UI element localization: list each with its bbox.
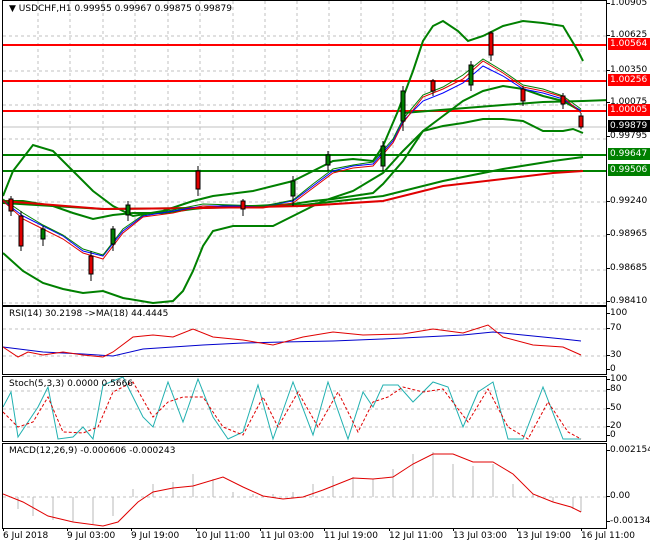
price-chart-canvas	[3, 1, 606, 305]
resistance-level-label: 1.00256	[608, 74, 650, 86]
price-tick: 1.00905	[606, 0, 648, 8]
stochastic-canvas	[3, 377, 606, 441]
macd-canvas	[3, 452, 606, 527]
price-tick: 0.99795	[606, 131, 648, 141]
time-label: 10 Jul 11:00	[196, 528, 250, 541]
resistance-level-label: 1.00005	[608, 104, 650, 116]
time-label: 9 Jul 03:00	[67, 528, 116, 541]
price-tick: 0.99240	[606, 196, 648, 206]
macd-axis: 0.002154 0.00 -0.001342	[606, 443, 650, 529]
time-axis: 6 Jul 2018 9 Jul 03:00 9 Jul 19:00 10 Ju…	[0, 528, 650, 550]
time-label: 12 Jul 11:00	[389, 528, 443, 541]
time-label: 11 Jul 19:00	[324, 528, 378, 541]
price-tick: 0.98965	[606, 229, 648, 239]
resistance-level-label: 1.00564	[608, 38, 650, 50]
price-tick: 1.00350	[606, 65, 648, 75]
rsi-tick: 30	[606, 350, 622, 360]
stochastic-axis: 100 80 50 20 0	[606, 374, 650, 442]
stoch-tick: 0	[607, 430, 616, 440]
support-level-label: 0.99506	[608, 164, 650, 176]
ohlc-values: 0.99955 0.99967 0.99875 0.99879	[74, 4, 232, 14]
stoch-tick: 100	[606, 374, 628, 384]
rsi-tick: 100	[606, 308, 628, 318]
rsi-canvas	[3, 324, 606, 358]
macd-tick: -0.001342	[606, 516, 650, 527]
time-label: 9 Jul 19:00	[131, 528, 180, 541]
price-tick: 0.98685	[606, 263, 648, 273]
time-label: 13 Jul 03:00	[453, 528, 507, 541]
rsi-tick: 70	[606, 323, 622, 333]
price-tick: 1.00075	[606, 97, 648, 107]
time-label: 11 Jul 03:00	[260, 528, 314, 541]
stochastic-panel[interactable]: Stoch(5,3,3) 0.0000 0.5666	[2, 376, 607, 442]
symbol-label: USDCHF,H1	[18, 4, 72, 14]
rsi-title: RSI(14) 30.2198 ->MA(18) 44.4445	[9, 309, 169, 319]
price-tick: 0.98410	[606, 296, 648, 306]
price-tick: 1.00625	[606, 30, 648, 40]
price-chart-panel[interactable]: ▼ USDCHF,H1 0.99955 0.99967 0.99875 0.99…	[2, 0, 607, 306]
stochastic-title: Stoch(5,3,3) 0.0000 0.5666	[9, 379, 134, 389]
macd-tick: 0.002154	[607, 445, 650, 456]
triangle-down-icon[interactable]: ▼	[9, 4, 16, 14]
time-label: 6 Jul 2018	[3, 528, 49, 541]
current-price-label: 0.99879	[608, 120, 650, 132]
stoch-tick: 80	[606, 384, 622, 394]
price-axis: 1.00905 1.00625 1.00350 1.00075 0.99795 …	[606, 0, 650, 306]
stoch-tick: 50	[606, 403, 622, 413]
chart-header: ▼ USDCHF,H1 0.99955 0.99967 0.99875 0.99…	[9, 4, 232, 14]
time-label: 13 Jul 19:00	[517, 528, 571, 541]
rsi-axis: 100 70 30 0	[606, 306, 650, 375]
time-label: 16 Jul 11:00	[581, 528, 635, 541]
rsi-tick: 0	[607, 364, 616, 374]
stoch-tick: 20	[606, 421, 622, 431]
macd-title: MACD(12,26,9) -0.000606 -0.000243	[9, 446, 176, 456]
support-level-label: 0.99647	[608, 148, 650, 160]
macd-tick: 0.00	[606, 491, 631, 501]
macd-panel[interactable]: MACD(12,26,9) -0.000606 -0.000243	[2, 443, 607, 529]
rsi-panel[interactable]: RSI(14) 30.2198 ->MA(18) 44.4445	[2, 306, 607, 375]
